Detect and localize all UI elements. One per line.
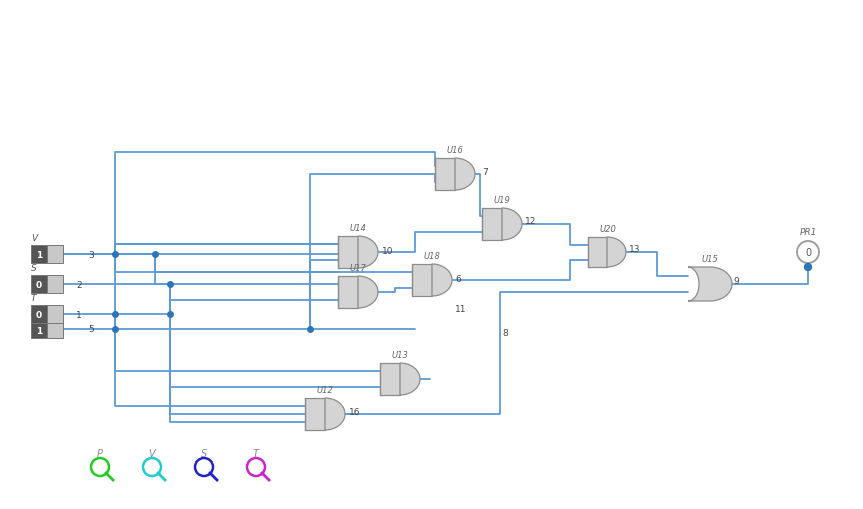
Text: 10: 10 [382,246,394,255]
Polygon shape [412,265,432,296]
Polygon shape [455,159,475,191]
Text: U16: U16 [447,146,464,155]
Text: 16: 16 [349,408,361,417]
Circle shape [91,458,109,476]
Text: U19: U19 [494,195,511,205]
Circle shape [247,458,265,476]
Text: 6: 6 [455,274,461,283]
Text: 5: 5 [88,324,94,333]
Polygon shape [31,245,47,264]
Polygon shape [338,276,358,308]
Text: 0: 0 [36,311,42,320]
Text: 12: 12 [525,217,537,226]
Text: S: S [31,264,37,272]
Text: 1: 1 [36,251,42,260]
Circle shape [143,458,161,476]
Polygon shape [47,305,63,323]
Text: 11: 11 [455,305,467,314]
Text: 0: 0 [805,247,811,258]
Text: 3: 3 [88,250,94,259]
Text: U12: U12 [317,385,334,394]
Text: V: V [31,234,37,242]
Polygon shape [688,267,732,301]
Text: U14: U14 [350,223,367,233]
Polygon shape [380,363,400,395]
Text: P: P [97,448,103,458]
Text: U17: U17 [350,264,367,272]
Polygon shape [31,320,47,338]
Polygon shape [47,245,63,264]
Polygon shape [588,238,607,267]
Polygon shape [435,159,455,191]
Text: S: S [201,448,207,458]
Polygon shape [47,320,63,338]
Text: 8: 8 [502,328,507,337]
Text: 2: 2 [76,280,82,289]
Polygon shape [432,265,452,296]
Polygon shape [325,398,345,430]
Text: 1: 1 [36,326,42,335]
Polygon shape [31,305,47,323]
Text: U18: U18 [424,251,441,261]
Circle shape [797,242,819,264]
Text: P: P [31,308,36,318]
Text: 9: 9 [733,277,739,286]
Text: 7: 7 [482,167,488,176]
Text: U20: U20 [600,224,616,234]
Text: 1: 1 [76,310,82,319]
Text: 13: 13 [629,245,640,254]
Text: 0: 0 [36,281,42,290]
Text: U15: U15 [702,254,718,264]
Text: U13: U13 [392,350,409,359]
Polygon shape [47,275,63,293]
Polygon shape [338,237,358,268]
Polygon shape [502,209,522,241]
Circle shape [195,458,213,476]
Polygon shape [607,238,626,267]
Polygon shape [358,276,378,308]
Text: T: T [253,448,259,458]
Polygon shape [305,398,325,430]
Text: V: V [148,448,155,458]
Polygon shape [31,275,47,293]
Text: PR1: PR1 [799,228,816,237]
Polygon shape [482,209,502,241]
Polygon shape [358,237,378,268]
Circle shape [804,264,811,271]
Text: T: T [31,293,36,302]
Polygon shape [400,363,420,395]
